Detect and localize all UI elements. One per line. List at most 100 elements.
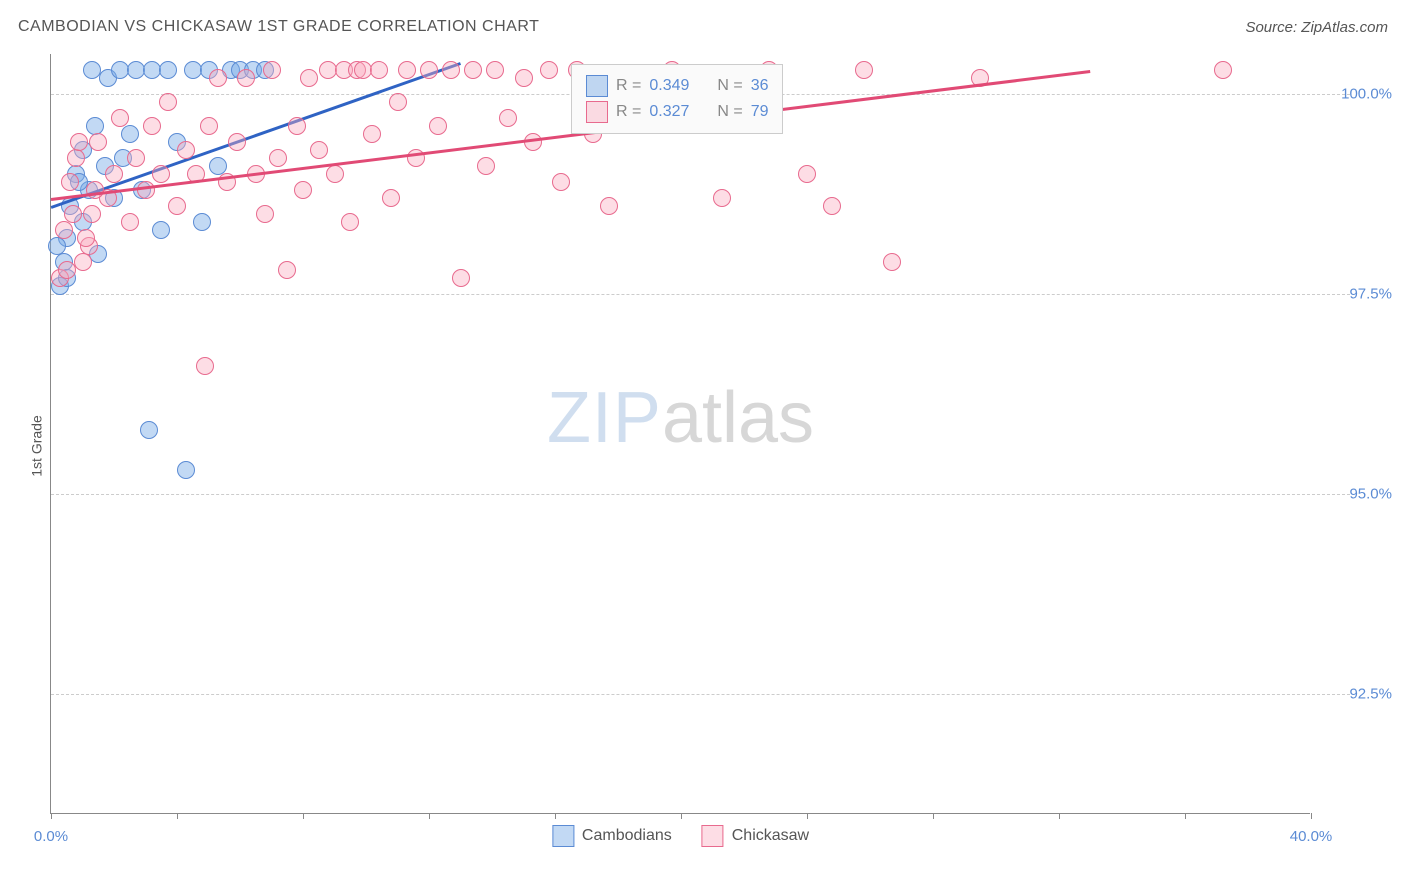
data-point: [64, 205, 82, 223]
data-point: [127, 149, 145, 167]
data-point: [200, 117, 218, 135]
data-point: [58, 261, 76, 279]
r-value: 0.327: [649, 103, 709, 121]
data-point: [159, 61, 177, 79]
data-point: [398, 61, 416, 79]
data-point: [300, 69, 318, 87]
data-point: [152, 165, 170, 183]
data-point: [67, 149, 85, 167]
y-tick-label: 97.5%: [1349, 286, 1392, 303]
data-point: [83, 61, 101, 79]
data-point: [237, 69, 255, 87]
legend-label: Chickasaw: [732, 827, 809, 845]
x-tick: [303, 813, 304, 819]
x-tick: [555, 813, 556, 819]
x-tick-label: 40.0%: [1290, 828, 1333, 845]
r-label: R =: [616, 77, 641, 95]
x-tick: [51, 813, 52, 819]
data-point: [168, 197, 186, 215]
data-point: [515, 69, 533, 87]
data-point: [228, 133, 246, 151]
data-point: [196, 357, 214, 375]
data-point: [370, 61, 388, 79]
data-point: [552, 173, 570, 191]
data-point: [823, 197, 841, 215]
data-point: [159, 93, 177, 111]
legend-swatch: [552, 825, 574, 847]
bottom-legend-item: Chickasaw: [702, 825, 809, 847]
data-point: [524, 133, 542, 151]
x-tick: [681, 813, 682, 819]
data-point: [83, 205, 101, 223]
data-point: [288, 117, 306, 135]
data-point: [55, 221, 73, 239]
watermark-part2: atlas: [662, 378, 814, 458]
data-point: [540, 61, 558, 79]
data-point: [429, 117, 447, 135]
n-value: 36: [751, 77, 769, 95]
data-point: [86, 181, 104, 199]
data-point: [442, 61, 460, 79]
data-point: [477, 157, 495, 175]
x-tick: [807, 813, 808, 819]
data-point: [600, 197, 618, 215]
data-point: [89, 133, 107, 151]
data-point: [798, 165, 816, 183]
data-point: [209, 69, 227, 87]
data-point: [140, 421, 158, 439]
data-point: [77, 229, 95, 247]
watermark: ZIPatlas: [547, 377, 814, 459]
n-value: 79: [751, 103, 769, 121]
stat-legend: R = 0.349 N = 36 R = 0.327 N = 79: [571, 64, 783, 134]
x-tick: [933, 813, 934, 819]
gridline: [51, 294, 1350, 295]
x-tick: [1059, 813, 1060, 819]
data-point: [61, 173, 79, 191]
data-point: [382, 189, 400, 207]
data-point: [177, 461, 195, 479]
chart-title: CAMBODIAN VS CHICKASAW 1ST GRADE CORRELA…: [18, 18, 539, 36]
bottom-legend: Cambodians Chickasaw: [552, 825, 809, 847]
bottom-legend-item: Cambodians: [552, 825, 672, 847]
data-point: [855, 61, 873, 79]
r-label: R =: [616, 103, 641, 121]
n-label: N =: [717, 103, 742, 121]
data-point: [105, 165, 123, 183]
data-point: [1214, 61, 1232, 79]
data-point: [420, 61, 438, 79]
x-tick-label: 0.0%: [34, 828, 68, 845]
data-point: [326, 165, 344, 183]
data-point: [263, 61, 281, 79]
x-tick: [1311, 813, 1312, 819]
data-point: [310, 141, 328, 159]
gridline: [51, 494, 1350, 495]
data-point: [294, 181, 312, 199]
data-point: [499, 109, 517, 127]
data-point: [152, 221, 170, 239]
y-tick-label: 95.0%: [1349, 486, 1392, 503]
data-point: [486, 61, 504, 79]
x-tick: [177, 813, 178, 819]
data-point: [111, 109, 129, 127]
gridline: [51, 694, 1350, 695]
data-point: [883, 253, 901, 271]
data-point: [256, 205, 274, 223]
chart-source: Source: ZipAtlas.com: [1245, 19, 1388, 36]
legend-label: Cambodians: [582, 827, 672, 845]
data-point: [452, 269, 470, 287]
n-label: N =: [717, 77, 742, 95]
data-point: [193, 213, 211, 231]
data-point: [278, 261, 296, 279]
data-point: [269, 149, 287, 167]
data-point: [48, 237, 66, 255]
legend-swatch: [702, 825, 724, 847]
x-tick: [1185, 813, 1186, 819]
r-value: 0.349: [649, 77, 709, 95]
data-point: [70, 133, 88, 151]
data-point: [177, 141, 195, 159]
watermark-part1: ZIP: [547, 378, 662, 458]
data-point: [137, 181, 155, 199]
stat-legend-row: R = 0.327 N = 79: [586, 99, 768, 125]
y-axis-label: 1st Grade: [29, 415, 45, 476]
data-point: [121, 125, 139, 143]
